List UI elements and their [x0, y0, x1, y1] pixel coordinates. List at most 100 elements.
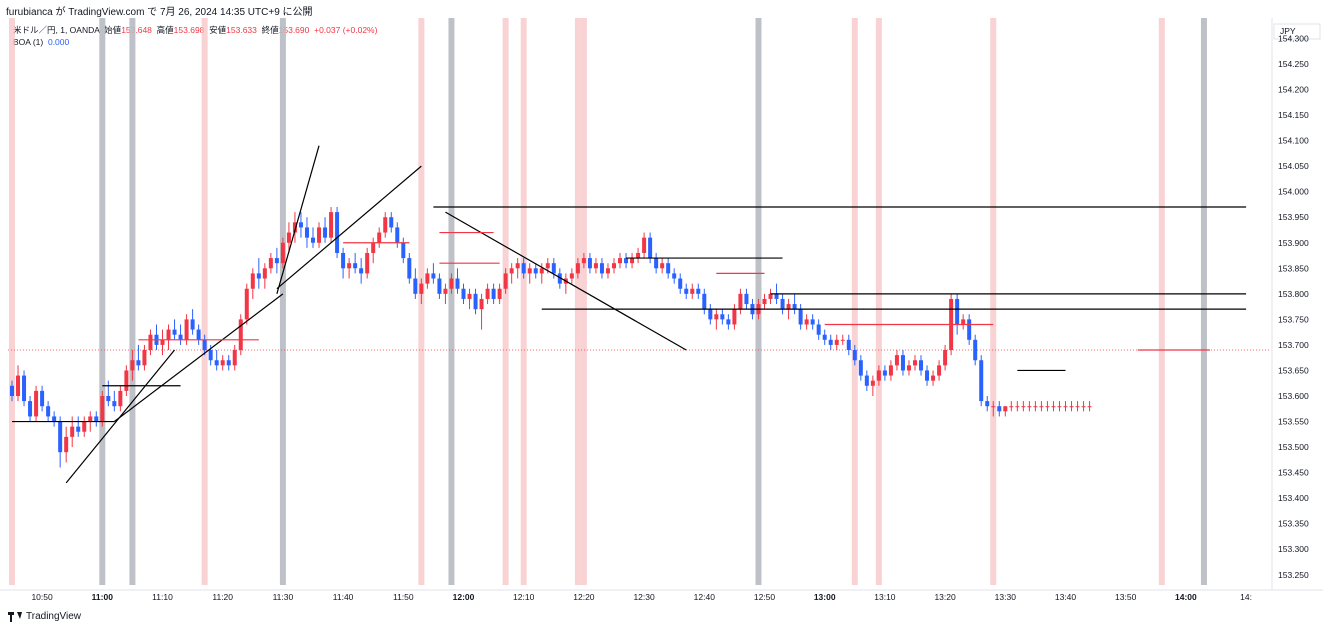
tradingview-branding: TradingView [8, 611, 81, 622]
candle-body [413, 278, 418, 294]
candle-body [142, 350, 147, 366]
x-tick-label: 12:30 [633, 592, 655, 602]
close-value: 153.690 [278, 25, 310, 35]
candle-body [262, 268, 267, 279]
candle-body [449, 278, 454, 289]
candle-body [256, 273, 261, 279]
candle-body [353, 263, 358, 269]
currency-box [1273, 23, 1321, 40]
x-tick-label: 13:40 [1055, 592, 1077, 602]
candle-body [828, 339, 833, 345]
candle-body [906, 365, 911, 371]
candle-body [70, 426, 75, 437]
candle-body [298, 222, 303, 228]
y-tick-label: 154.300 [1278, 33, 1309, 43]
candle-body [311, 237, 315, 243]
low-value: 153.633 [226, 25, 257, 35]
open-label: 始値 [104, 25, 122, 35]
candle-body [1039, 406, 1044, 408]
candle-body [810, 319, 815, 325]
candle-body [648, 237, 653, 259]
candle-body [702, 293, 707, 310]
candle-body [16, 375, 21, 396]
candle-body [100, 396, 105, 422]
x-tick-label: 14:00 [1175, 592, 1197, 602]
candle-body [684, 288, 689, 294]
candle-body [88, 416, 93, 422]
candle-body [618, 258, 623, 264]
candle-body [876, 370, 881, 381]
candle-body [407, 258, 412, 279]
candle-body [846, 339, 851, 351]
trend-line [113, 293, 284, 423]
candle-body [738, 293, 743, 310]
publish-line: furubianca が TradingView.com で 7月 26, 20… [6, 7, 313, 18]
tradingview-logo-icon [8, 611, 22, 622]
session-band [1158, 18, 1165, 585]
open-value: 153.648 [121, 25, 152, 35]
session-band [129, 18, 136, 585]
candle-body [371, 242, 376, 253]
candle-body [792, 304, 797, 310]
candle-body [991, 406, 996, 408]
candle-body [317, 227, 322, 243]
candle-body [503, 273, 508, 289]
candle-body [130, 360, 135, 371]
indicator-name[interactable]: BOA (1) [13, 37, 44, 47]
candle-body [106, 396, 111, 402]
session-band [990, 18, 997, 585]
candle-body [82, 421, 87, 432]
symbol-label[interactable]: 米ドル／円, 1, OANDA [13, 25, 100, 35]
candle-body [419, 283, 424, 294]
candle-body [569, 273, 574, 279]
session-band [851, 18, 858, 585]
candle-body [816, 324, 821, 335]
candle-body [232, 350, 237, 366]
candle-body [937, 365, 942, 376]
candle-body [521, 263, 526, 274]
candle-body [341, 252, 346, 269]
session-band [448, 18, 455, 585]
candle-body [593, 263, 598, 269]
candle-body [943, 350, 948, 366]
candle-body [28, 401, 33, 417]
x-tick-label: 11:20 [212, 592, 233, 602]
candle-body [1063, 406, 1068, 408]
y-tick-label: 153.550 [1278, 417, 1309, 427]
y-tick-label: 154.050 [1278, 161, 1309, 171]
candle-body [744, 293, 749, 305]
candle-body [455, 278, 460, 289]
candle-body [732, 309, 737, 325]
candle-body [335, 212, 340, 253]
x-tick-label: 10:50 [31, 592, 53, 602]
session-band [520, 18, 527, 585]
candle-body [202, 339, 207, 351]
trend-line [445, 211, 687, 351]
candle-body [425, 273, 430, 284]
candle-body [148, 334, 153, 351]
candle-body [533, 268, 538, 274]
y-tick-label: 154.250 [1278, 59, 1309, 69]
candle-body [967, 319, 972, 340]
candle-body [22, 375, 27, 402]
candle-body [931, 375, 936, 381]
candle-body [280, 242, 285, 264]
x-tick-label: 11:40 [333, 592, 354, 602]
candle-body [268, 258, 273, 269]
candle-body [654, 258, 659, 269]
candle-body [1009, 406, 1014, 408]
candle-body [630, 258, 635, 264]
candle-body [1051, 406, 1056, 408]
candle-body [762, 298, 767, 305]
y-tick-label: 153.500 [1278, 442, 1309, 452]
session-band [580, 18, 587, 585]
candle-body [605, 268, 610, 274]
candle-body [714, 314, 719, 320]
candle-body [720, 314, 725, 320]
candle-body [443, 288, 448, 294]
candles [10, 207, 1092, 468]
y-tick-label: 153.300 [1278, 544, 1309, 554]
price-axis-bg [1272, 18, 1323, 590]
candle-body [1057, 406, 1062, 408]
